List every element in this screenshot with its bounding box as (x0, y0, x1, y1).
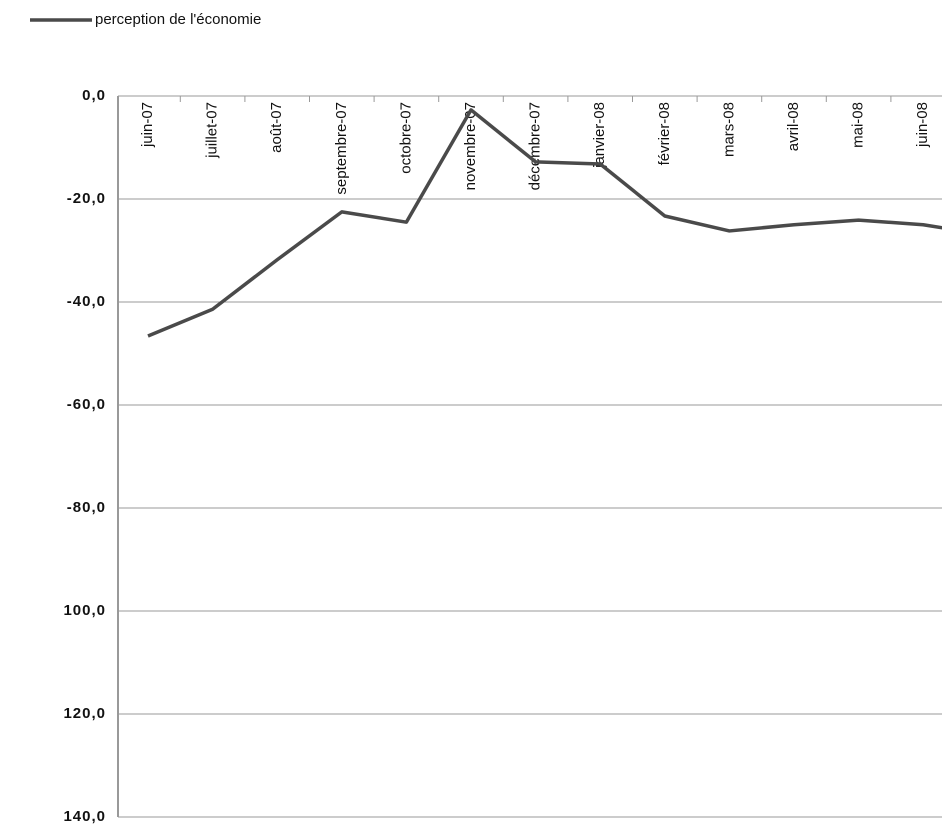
x-tick-label: novembre-07 (462, 102, 479, 190)
x-tick-label: avril-08 (785, 102, 802, 151)
x-tick-label: août-07 (268, 102, 285, 153)
y-tick-label: -60,0 (67, 396, 106, 413)
x-tick-label: juillet-07 (204, 102, 221, 159)
x-tick-label: septembre-07 (333, 102, 350, 195)
x-tick-label: mars-08 (720, 102, 737, 157)
x-tick-label: mai-08 (850, 102, 867, 148)
x-tick-label: juin-07 (139, 102, 156, 148)
y-tick-label: 120,0 (63, 705, 106, 722)
y-tick-label: 100,0 (63, 602, 106, 619)
series-line (147, 108, 942, 338)
y-tick-label: -80,0 (67, 499, 106, 516)
y-tick-label: -20,0 (67, 190, 106, 207)
y-tick-label: 140,0 (63, 808, 106, 825)
y-tick-label: -40,0 (67, 293, 106, 310)
x-tick-label: janvier-08 (591, 102, 608, 169)
y-tick-label: 0,0 (82, 87, 106, 104)
x-tick-label: octobre-07 (397, 102, 414, 174)
legend-label: perception de l'économie (95, 11, 261, 28)
x-tick-label: décembre-07 (527, 102, 544, 190)
plot-area (147, 108, 942, 338)
x-tick-label: juin-08 (914, 102, 931, 148)
x-tick-label: février-08 (656, 102, 673, 165)
